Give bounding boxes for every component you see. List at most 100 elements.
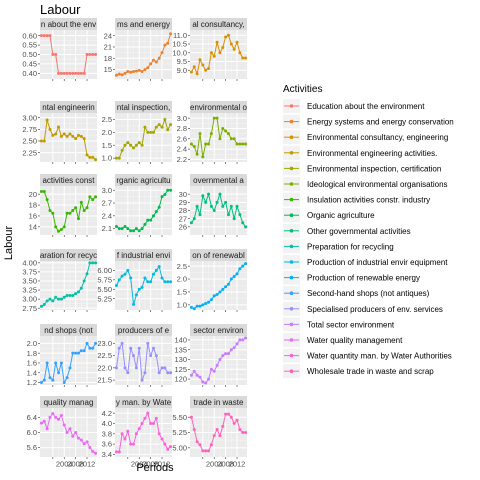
- legend-key-point: [289, 229, 294, 233]
- data-point: [54, 53, 58, 56]
- facet-strip-label: rganic agricultu: [116, 176, 170, 185]
- data-point: [120, 227, 124, 231]
- data-point: [68, 293, 72, 297]
- legend-label: Ideological environmental organisations: [307, 180, 448, 189]
- y-tick-label: 26: [179, 222, 187, 231]
- data-point: [204, 200, 208, 204]
- data-point: [48, 376, 52, 380]
- data-point: [166, 41, 170, 45]
- data-point: [195, 373, 199, 377]
- y-tick-label: 1.8: [27, 349, 37, 358]
- data-point: [45, 34, 49, 38]
- data-point: [82, 209, 86, 212]
- facet-strip-label: n about the env: [41, 20, 96, 29]
- y-tick-label: 6.4: [27, 413, 37, 422]
- y-tick-label: 3.4: [102, 450, 112, 459]
- y-tick-label: 1.5: [102, 141, 112, 150]
- facet-panel: producers of e 21.5 22.0 22.5 23.0: [97, 324, 173, 387]
- data-point: [129, 229, 133, 233]
- data-point: [91, 53, 95, 56]
- data-point: [54, 225, 58, 229]
- data-point: [157, 123, 161, 127]
- data-point: [157, 432, 161, 436]
- data-point: [129, 70, 133, 74]
- legend-key-point: [289, 213, 294, 217]
- y-tick-label: 1.0: [177, 300, 187, 309]
- data-point: [137, 287, 141, 291]
- facet-panel: n about the env 0.400.450.500.550.60: [22, 18, 98, 81]
- data-point: [149, 62, 153, 66]
- legend-item: Other governmental activities: [283, 223, 411, 238]
- data-point: [62, 71, 66, 75]
- data-point: [146, 130, 150, 134]
- data-point: [65, 431, 69, 434]
- data-point: [126, 371, 130, 375]
- data-point: [215, 363, 219, 367]
- data-point: [117, 72, 121, 76]
- data-point: [189, 373, 193, 377]
- legend-label: Wholesale trade in waste and scrap: [307, 367, 434, 376]
- y-tick-label: 14: [29, 222, 37, 231]
- data-point: [65, 134, 69, 138]
- data-point: [146, 280, 150, 284]
- facet-strip: [115, 18, 172, 30]
- data-point: [76, 217, 80, 221]
- data-point: [169, 445, 173, 449]
- data-point: [39, 34, 43, 38]
- y-tick-label: 140: [174, 336, 187, 345]
- data-point: [215, 116, 219, 120]
- legend-label: Total sector environment: [307, 320, 395, 329]
- data-point: [244, 142, 248, 146]
- y-tick-label: 29: [179, 198, 187, 207]
- data-point: [163, 366, 167, 370]
- data-point: [218, 51, 222, 55]
- data-point: [45, 198, 49, 202]
- data-point: [140, 285, 144, 289]
- data-point: [94, 341, 98, 345]
- data-point: [65, 71, 69, 75]
- data-point: [140, 143, 144, 147]
- data-point: [244, 56, 248, 60]
- data-point: [204, 449, 208, 453]
- data-point: [88, 155, 92, 159]
- legend-item: Water quantity man. by Water Authorities: [283, 348, 452, 363]
- data-point: [160, 51, 164, 55]
- y-tick-label: 1.2: [27, 378, 37, 387]
- data-point: [88, 261, 92, 265]
- x-tick-label: 2012: [79, 460, 96, 469]
- data-point: [71, 293, 75, 297]
- data-point: [85, 440, 89, 444]
- y-tick-label: 3.0: [177, 114, 187, 123]
- data-point: [123, 71, 127, 75]
- data-point: [198, 213, 202, 217]
- data-point: [189, 70, 193, 74]
- data-point: [241, 221, 245, 225]
- data-point: [74, 292, 78, 296]
- data-point: [209, 204, 213, 208]
- legend-key-point: [289, 151, 294, 155]
- data-point: [229, 42, 233, 46]
- data-point: [189, 142, 193, 146]
- y-tick-label: 3.75: [22, 267, 37, 276]
- data-point: [79, 438, 83, 442]
- data-point: [149, 218, 153, 222]
- data-point: [68, 427, 72, 431]
- y-axis-title: Labour: [3, 226, 15, 261]
- data-point: [209, 132, 213, 136]
- y-tick-label: 0.55: [22, 41, 37, 50]
- legend-key-point: [289, 322, 294, 327]
- panel-background: [190, 30, 247, 79]
- data-point: [143, 222, 147, 226]
- facet-panel: aration for recyc 2.753.003.253.503.754.0…: [22, 249, 98, 313]
- y-tick-label: 5.75: [97, 275, 112, 284]
- legend-label: Other governmental activities: [307, 227, 411, 236]
- data-point: [76, 133, 80, 137]
- data-point: [79, 349, 83, 353]
- legend-key-point: [289, 307, 294, 311]
- facet-strip-label: ms and energy: [117, 20, 170, 29]
- x-tick-label: 2012: [154, 460, 171, 469]
- y-tick-label: 5.00: [172, 443, 187, 452]
- data-point: [235, 40, 239, 44]
- data-point: [198, 304, 202, 308]
- data-point: [192, 369, 196, 373]
